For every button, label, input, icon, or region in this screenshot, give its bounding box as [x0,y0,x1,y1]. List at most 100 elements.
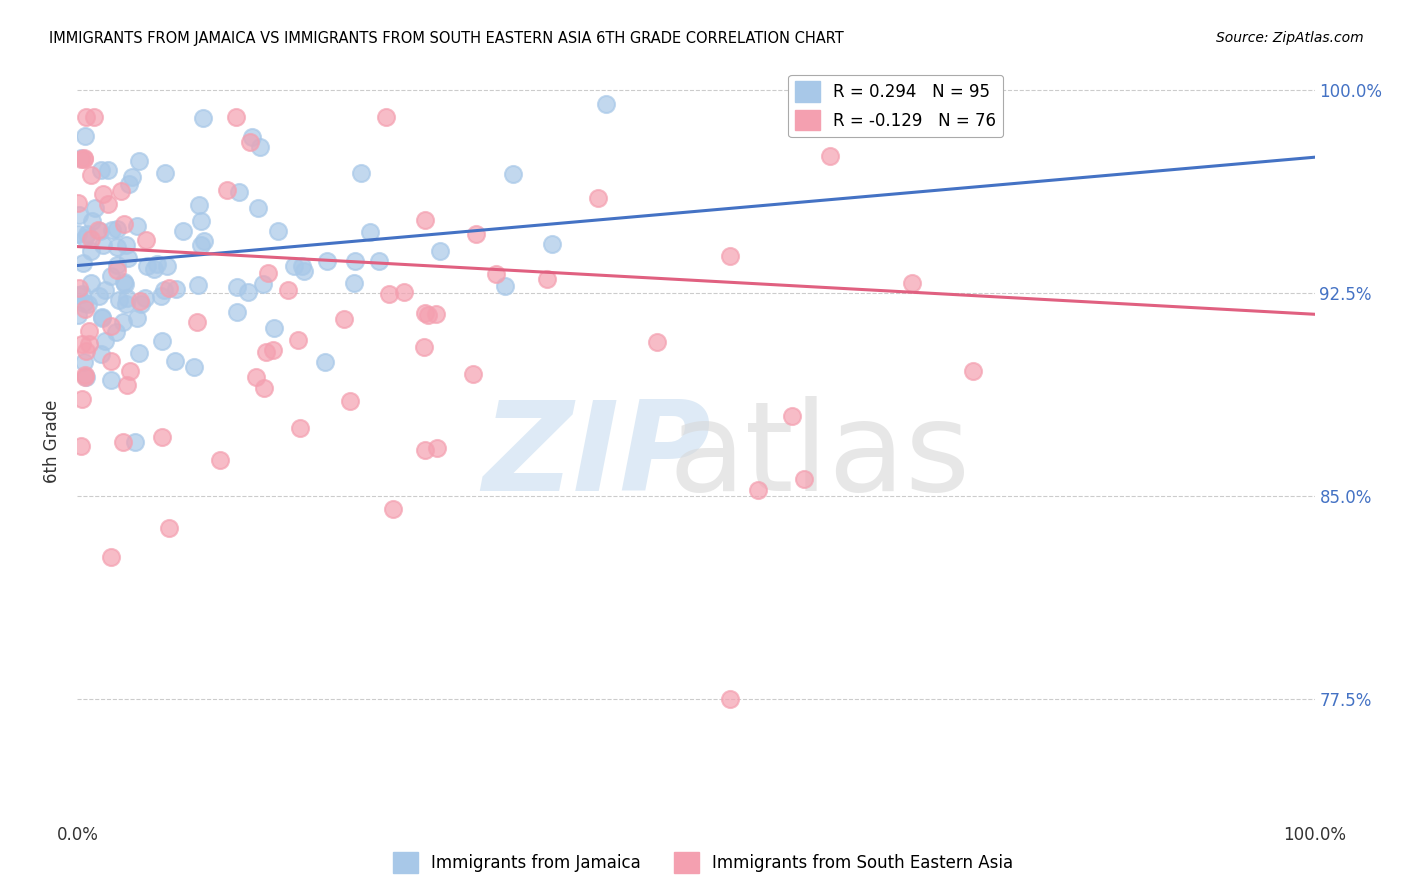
Point [129,297,152,311]
Point [818,149,841,163]
Point [228,186,250,200]
Point [67,288,90,302]
Point [105,240,128,254]
Point [76,227,98,241]
Point [152,334,174,349]
Point [190,238,212,252]
Point [94,334,117,348]
Point [314,355,336,369]
Point [157,281,180,295]
Point [359,225,381,239]
Point [464,227,486,241]
Point [67,208,90,222]
Point [425,307,447,321]
Point [145,257,167,271]
Point [378,286,401,301]
Point [108,293,131,308]
Point [342,276,364,290]
Point [292,264,315,278]
Point [100,374,122,388]
Point [121,169,143,184]
Point [217,182,239,196]
Point [91,186,114,201]
Point [79,277,101,291]
Point [747,483,769,498]
Point [75,370,97,384]
Point [105,258,128,272]
Point [316,253,339,268]
Point [73,296,96,310]
Point [595,97,617,112]
Point [115,378,138,392]
Point [84,201,107,215]
Point [367,254,389,268]
Point [83,110,105,124]
Point [780,409,803,423]
Point [114,277,136,292]
Point [75,302,97,317]
Point [187,198,209,212]
Point [73,355,96,369]
Point [72,256,94,270]
Point [645,335,668,350]
Point [288,421,311,435]
Point [127,219,149,233]
Point [262,343,284,357]
Point [283,259,305,273]
Point [236,285,259,300]
Point [186,315,208,329]
Point [124,434,146,449]
Point [287,333,309,347]
Point [75,370,97,384]
Point [73,128,96,143]
Point [150,289,173,303]
Point [114,297,136,311]
Point [193,234,215,248]
Point [77,324,100,338]
Point [156,259,179,273]
Point [413,213,436,227]
Point [75,110,97,124]
Point [291,259,314,273]
Point [87,289,110,303]
Point [111,434,134,449]
Point [129,293,152,308]
Point [190,214,212,228]
Point [187,277,209,292]
Point [416,308,439,322]
Point [97,197,120,211]
Point [97,162,120,177]
Point [536,272,558,286]
Text: ZIP: ZIP [482,396,711,517]
Point [128,154,150,169]
Point [73,153,96,167]
Y-axis label: 6th Grade: 6th Grade [44,400,62,483]
Point [70,152,93,166]
Legend: R = 0.294   N = 95, R = -0.129   N = 76: R = 0.294 N = 95, R = -0.129 N = 76 [789,75,1002,136]
Point [374,110,396,124]
Point [112,275,135,289]
Point [413,442,436,457]
Point [135,233,157,247]
Point [239,135,262,149]
Point [429,244,451,258]
Point [249,139,271,153]
Point [67,196,90,211]
Point [254,344,277,359]
Point [392,285,415,299]
Point [91,310,114,324]
Point [962,364,984,378]
Point [718,249,741,263]
Point [89,224,111,238]
Point [245,369,267,384]
Point [100,353,122,368]
Legend: Immigrants from Jamaica, Immigrants from South Eastern Asia: Immigrants from Jamaica, Immigrants from… [385,846,1021,880]
Point [110,184,132,198]
Point [91,238,114,252]
Point [901,276,924,290]
Point [332,312,354,326]
Point [75,368,97,383]
Point [413,306,436,320]
Point [77,337,100,351]
Point [793,473,815,487]
